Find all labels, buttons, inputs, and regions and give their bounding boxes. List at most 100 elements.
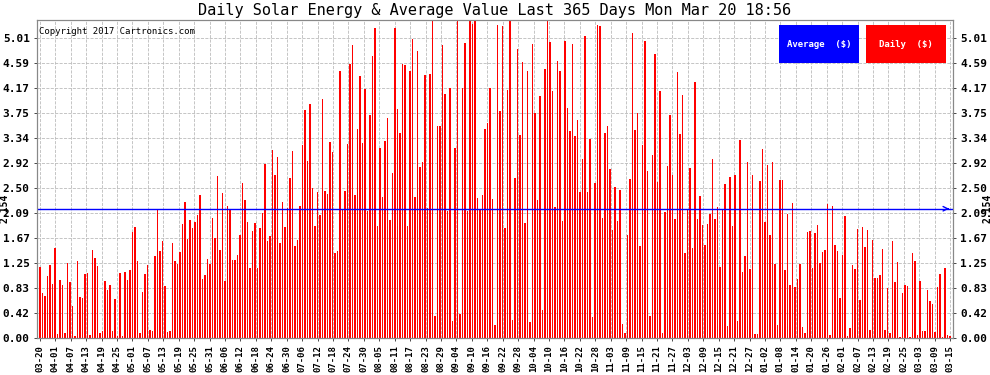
Bar (417, 51, 418, 338)
Bar (582, 159, 583, 338)
Bar (749, 269, 750, 338)
FancyBboxPatch shape (865, 25, 946, 63)
Bar (151, 332, 153, 338)
Bar (882, 249, 883, 338)
Bar (872, 240, 873, 338)
Bar (202, 279, 203, 338)
Bar (584, 36, 586, 338)
Bar (654, 54, 655, 338)
Bar (530, 322, 531, 338)
Bar (759, 181, 760, 338)
Bar (112, 332, 113, 338)
Bar (154, 256, 155, 338)
Bar (817, 225, 819, 338)
Bar (187, 238, 188, 338)
Bar (559, 71, 560, 338)
Bar (656, 182, 658, 338)
Bar (725, 183, 726, 338)
Bar (844, 216, 845, 338)
Bar (835, 244, 836, 338)
Bar (207, 259, 208, 338)
Bar (915, 261, 916, 338)
Bar (922, 331, 924, 338)
Bar (905, 285, 906, 338)
Bar (282, 202, 283, 338)
Bar (644, 41, 645, 338)
Bar (592, 318, 593, 338)
Bar (274, 175, 275, 338)
Bar (74, 336, 75, 338)
Bar (45, 296, 46, 338)
Bar (425, 75, 426, 338)
Bar (97, 266, 98, 338)
Text: 2.154: 2.154 (0, 194, 10, 224)
Bar (474, 8, 475, 338)
Bar (849, 328, 850, 338)
Bar (484, 129, 486, 338)
Bar (635, 130, 636, 338)
Bar (941, 336, 943, 338)
Bar (649, 316, 650, 338)
Bar (494, 325, 496, 338)
Bar (192, 228, 193, 338)
Bar (846, 336, 848, 338)
Bar (542, 310, 544, 338)
Bar (774, 264, 776, 338)
Bar (487, 123, 488, 338)
Bar (56, 334, 58, 338)
Bar (197, 215, 198, 338)
Bar (384, 141, 386, 338)
Bar (102, 330, 103, 338)
Bar (177, 264, 178, 338)
Bar (525, 223, 526, 338)
Bar (337, 251, 339, 338)
Bar (407, 226, 408, 338)
Bar (299, 206, 301, 338)
Bar (927, 290, 929, 338)
Bar (92, 251, 93, 338)
Bar (822, 252, 824, 338)
Bar (594, 183, 596, 338)
Bar (540, 96, 541, 338)
Bar (807, 232, 808, 338)
Bar (604, 134, 606, 338)
Bar (622, 324, 624, 338)
Bar (827, 204, 829, 338)
Bar (512, 320, 513, 338)
Bar (464, 43, 465, 338)
Bar (122, 336, 123, 338)
Bar (602, 218, 603, 338)
Bar (467, 211, 468, 338)
Bar (449, 88, 450, 338)
Bar (642, 145, 644, 338)
Bar (145, 274, 146, 338)
Bar (169, 331, 170, 338)
Bar (82, 298, 83, 338)
Bar (879, 276, 881, 338)
Bar (432, 19, 434, 338)
Bar (374, 28, 375, 338)
Bar (89, 335, 91, 338)
Bar (522, 62, 523, 338)
Bar (47, 276, 49, 338)
Bar (194, 222, 196, 338)
Bar (740, 140, 741, 338)
Bar (179, 252, 180, 338)
Bar (899, 337, 901, 338)
Bar (567, 108, 568, 338)
Bar (166, 332, 168, 338)
Bar (646, 171, 648, 338)
Bar (492, 199, 493, 338)
Bar (174, 261, 175, 338)
Bar (751, 176, 753, 338)
Text: Daily  ($): Daily ($) (879, 40, 933, 49)
Bar (235, 260, 236, 338)
Bar (857, 229, 858, 338)
Bar (66, 263, 68, 338)
Bar (382, 196, 383, 338)
Bar (351, 45, 353, 338)
Bar (227, 206, 228, 338)
Bar (859, 300, 860, 338)
Bar (392, 173, 393, 338)
Bar (851, 266, 853, 338)
